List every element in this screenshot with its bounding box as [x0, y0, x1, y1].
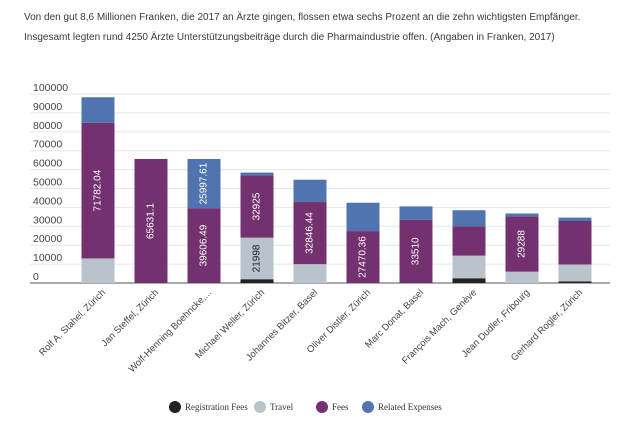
y-tick-label: 30000: [33, 214, 62, 226]
bar-fees-7[interactable]: [399, 219, 433, 283]
bar-travel-10[interactable]: [558, 264, 592, 282]
bar-fees-1[interactable]: [81, 122, 115, 259]
bar-registration-fees-10[interactable]: [558, 281, 592, 283]
legend: Registration Fees Travel Fees Related Expen…: [169, 401, 442, 413]
y-tick-label: 70000: [33, 139, 62, 151]
y-axis-ticks: 0 10000 20000 30000 40000 50000 60000 70000 8000…: [33, 82, 68, 283]
y-tick-label: 60000: [33, 158, 62, 170]
y-tick-label: 90000: [33, 101, 62, 113]
bar-related-expenses-4[interactable]: [240, 172, 274, 176]
value-label: 32925: [252, 192, 263, 220]
bar-fees-10[interactable]: [558, 221, 592, 265]
legend-swatch-related-expenses[interactable]: [362, 401, 374, 413]
bar-travel-8[interactable]: [452, 255, 486, 279]
bar-related-expenses-8[interactable]: [452, 210, 486, 227]
bar-fees-6[interactable]: [346, 231, 380, 283]
bar-related-expenses-6[interactable]: [346, 202, 380, 232]
bar-related-expenses-3[interactable]: [187, 159, 221, 209]
value-label: 21998: [252, 244, 263, 272]
y-tick-label: 40000: [33, 195, 62, 207]
y-tick-label: 100000: [33, 82, 68, 94]
y-tick-label: 50000: [33, 177, 62, 189]
intro-text: Von den gut 8,6 Millionen Franken, die 2…: [24, 12, 581, 43]
bar-travel-9[interactable]: [505, 271, 539, 283]
bar-registration-fees-8[interactable]: [452, 278, 486, 283]
y-tick-label: 20000: [33, 233, 62, 245]
bar-related-expenses-10[interactable]: [558, 217, 592, 222]
legend-label-related-expenses[interactable]: Related Expenses: [378, 402, 442, 412]
legend-label-registration-fees[interactable]: Registration Fees: [185, 402, 248, 412]
bar-related-expenses-9[interactable]: [505, 213, 539, 217]
bar-travel-1[interactable]: [81, 258, 115, 283]
bar-fees-8[interactable]: [452, 226, 486, 256]
legend-label-travel[interactable]: Travel: [270, 402, 294, 412]
bar-related-expenses-5[interactable]: [293, 179, 327, 203]
bar-fees-9[interactable]: [505, 216, 539, 272]
value-labels: 71782.04 65631.1 39606.49 25997.61 21998 3292…: [93, 162, 528, 278]
y-tick-label: 0: [33, 271, 39, 283]
bar-related-expenses-1[interactable]: [81, 97, 115, 123]
bar-fees-4[interactable]: [240, 175, 274, 238]
value-label: 25997.61: [199, 162, 210, 204]
value-label: 32846.44: [305, 212, 316, 254]
x-tick-label: Jan Steffel, Zürich: [99, 287, 161, 349]
bar-fees-5[interactable]: [293, 202, 327, 265]
bar-registration-fees-4[interactable]: [240, 279, 274, 283]
legend-swatch-fees[interactable]: [316, 401, 328, 413]
legend-label-fees[interactable]: Fees: [332, 402, 349, 412]
bars: [81, 97, 592, 283]
y-tick-label: 80000: [33, 120, 62, 132]
bar-travel-5[interactable]: [293, 264, 327, 283]
value-label: 71782.04: [93, 169, 104, 211]
value-label: 39606.49: [199, 224, 210, 266]
bar-travel-4[interactable]: [240, 237, 274, 280]
y-tick-label: 10000: [33, 252, 62, 264]
x-tick-label: Rolf A. Stahel, Zürich: [37, 287, 108, 358]
legend-swatch-registration-fees[interactable]: [169, 401, 181, 413]
value-label: 65631.1: [146, 202, 157, 239]
bar-related-expenses-7[interactable]: [399, 206, 433, 220]
value-label: 33510: [411, 237, 422, 265]
bar-fees-3[interactable]: [187, 208, 221, 283]
legend-swatch-travel[interactable]: [254, 401, 266, 413]
bar-fees-2[interactable]: [134, 158, 168, 283]
value-label: 29288: [517, 230, 528, 258]
value-label: 27470.36: [358, 236, 369, 278]
